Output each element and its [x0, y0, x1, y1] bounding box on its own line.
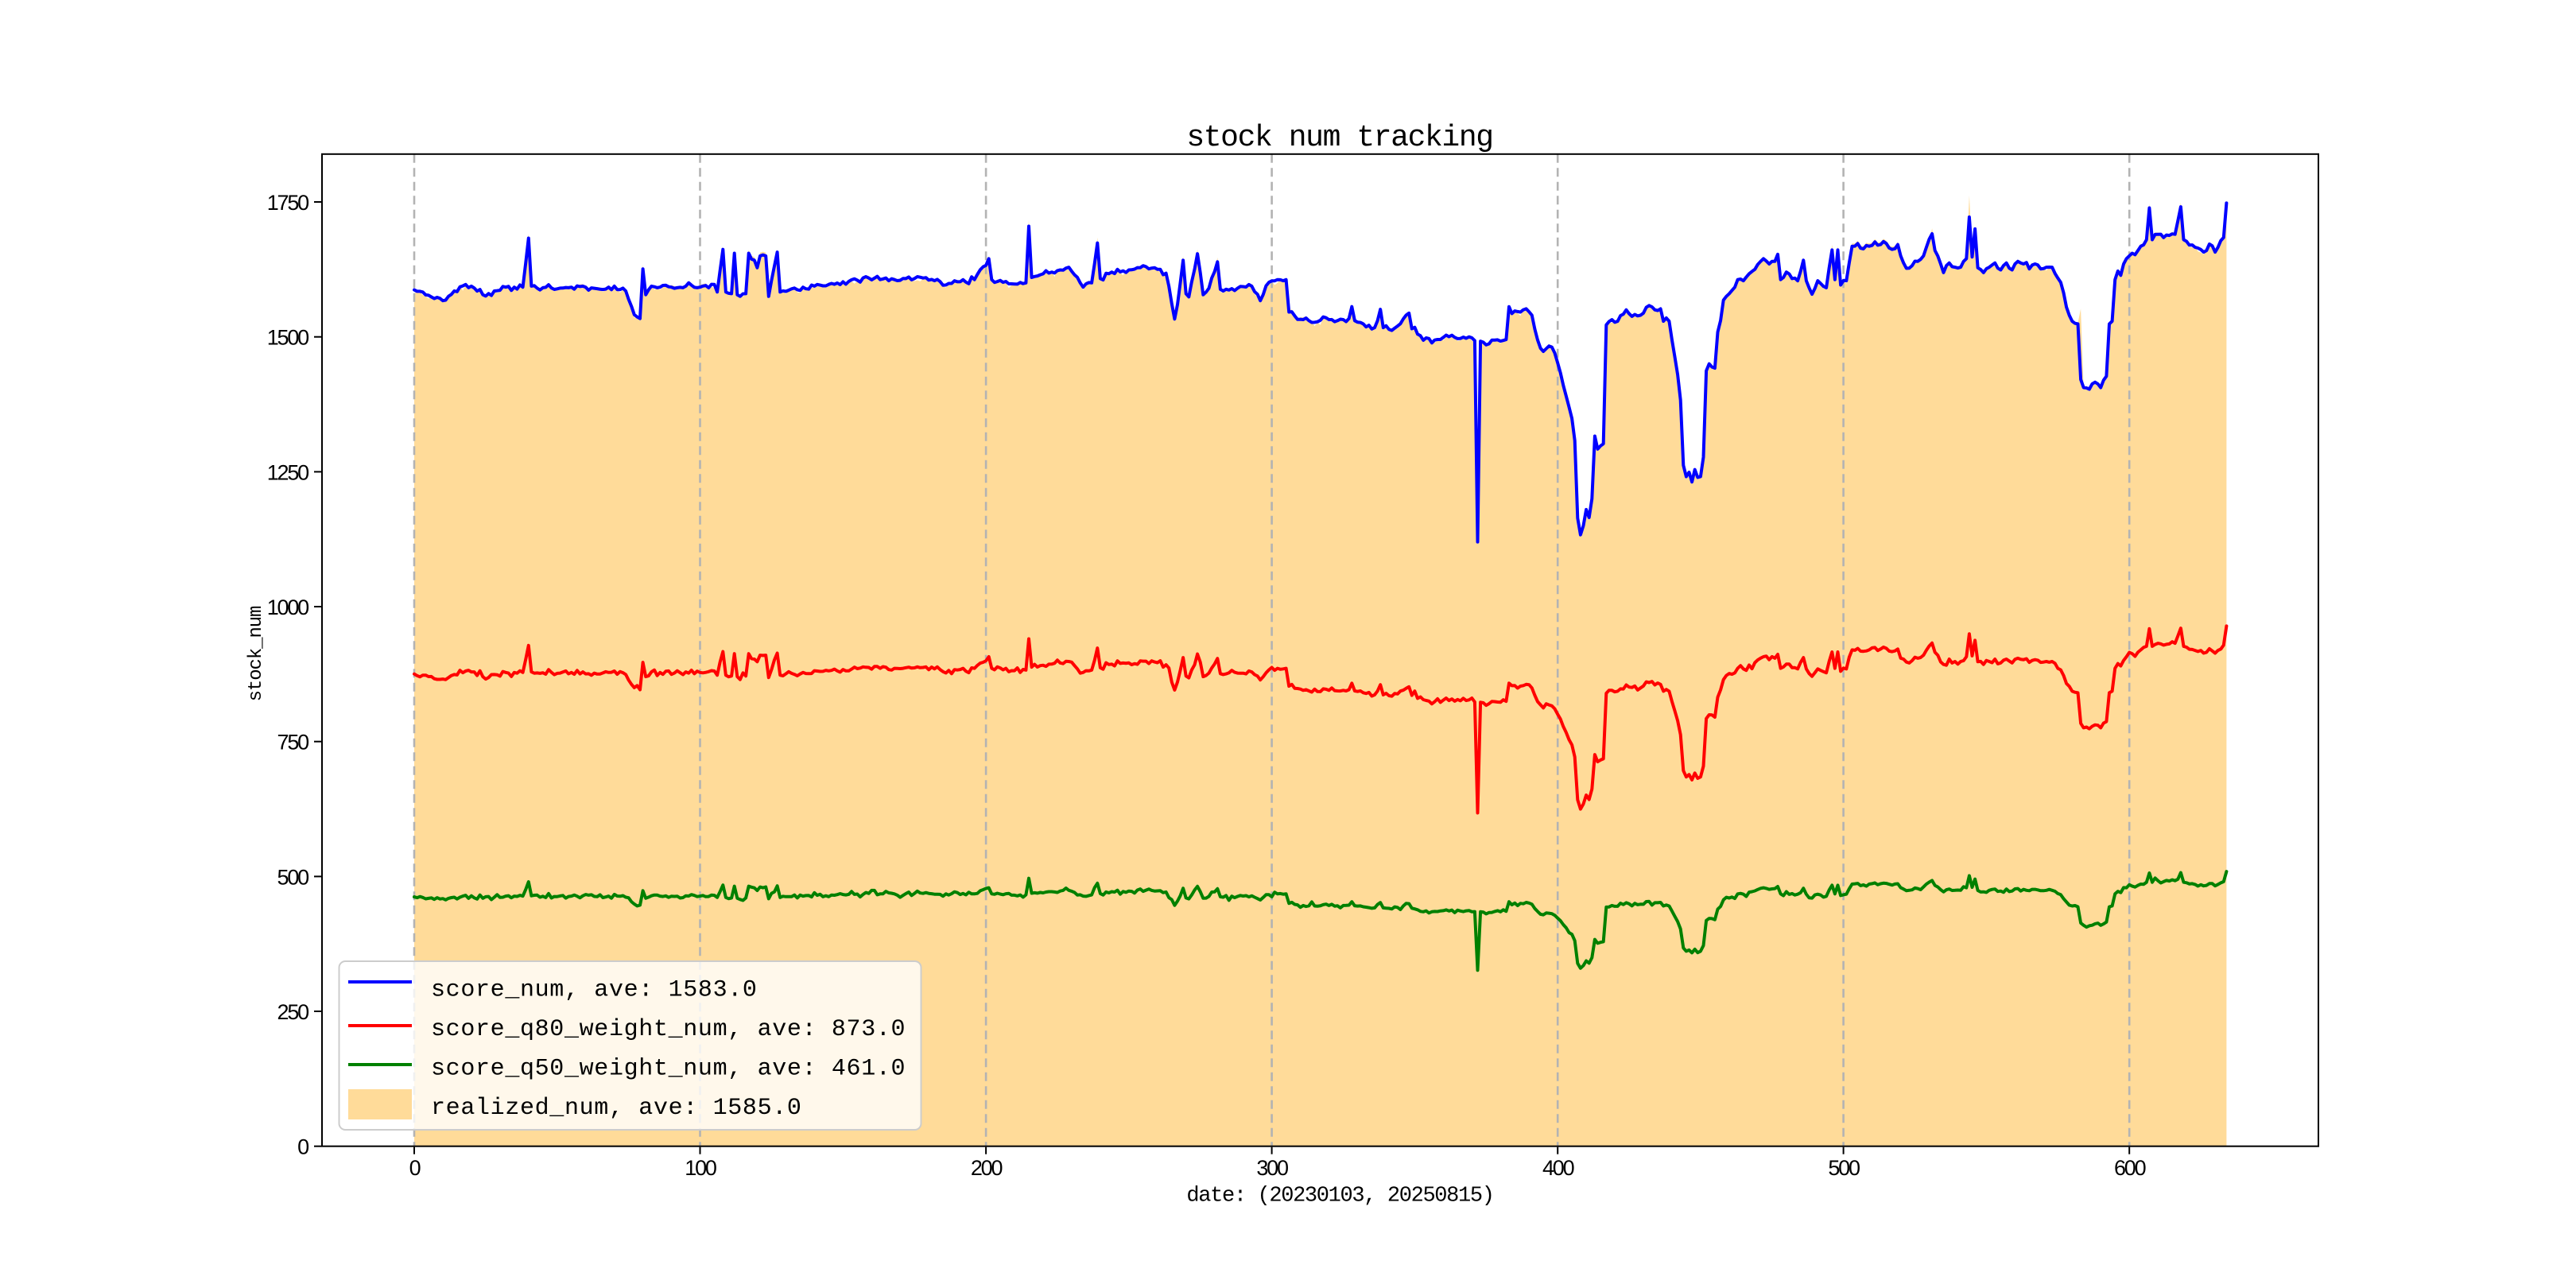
svg-text:750: 750: [277, 731, 309, 755]
svg-text:400: 400: [1542, 1156, 1574, 1180]
svg-text:1500: 1500: [267, 326, 308, 350]
svg-text:600: 600: [2114, 1156, 2146, 1180]
svg-text:score_num, ave: 1583.0: score_num, ave: 1583.0: [431, 977, 758, 1004]
svg-text:500: 500: [277, 865, 309, 889]
svg-text:300: 300: [1256, 1156, 1288, 1180]
svg-text:100: 100: [685, 1156, 716, 1180]
svg-text:stock num tracking: stock num tracking: [1186, 121, 1492, 155]
svg-text:1250: 1250: [267, 460, 308, 484]
svg-text:date: (20230103, 20250815): date: (20230103, 20250815): [1186, 1185, 1493, 1208]
svg-text:250: 250: [277, 1000, 309, 1024]
svg-text:realized_num, ave: 1585.0: realized_num, ave: 1585.0: [431, 1095, 802, 1122]
svg-text:stock_num: stock_num: [246, 606, 267, 701]
svg-text:500: 500: [1828, 1156, 1860, 1180]
svg-text:0: 0: [297, 1135, 308, 1159]
svg-text:score_q50_weight_num, ave: 461: score_q50_weight_num, ave: 461.0: [431, 1056, 906, 1083]
svg-text:1000: 1000: [267, 596, 308, 619]
svg-text:score_q80_weight_num, ave: 873: score_q80_weight_num, ave: 873.0: [431, 1016, 906, 1043]
svg-text:1750: 1750: [267, 191, 308, 215]
svg-text:0: 0: [409, 1156, 421, 1180]
svg-text:200: 200: [971, 1156, 1003, 1180]
